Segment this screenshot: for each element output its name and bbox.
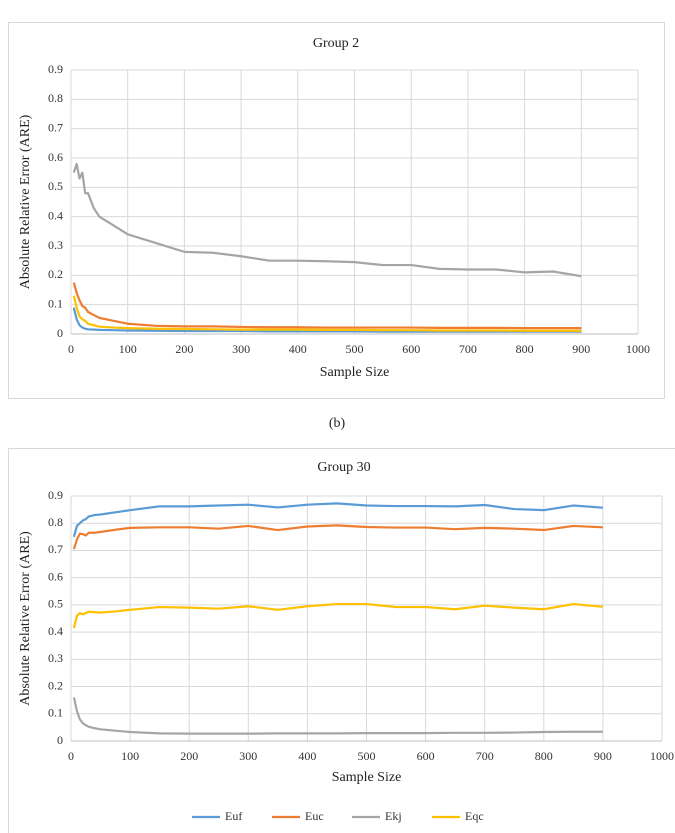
chart-title: Group 30 <box>317 460 370 475</box>
caption: (b) <box>329 416 346 431</box>
x-tick-label: 800 <box>516 342 534 356</box>
x-tick-label: 900 <box>594 749 612 763</box>
chart-frame <box>8 22 665 399</box>
x-tick-label: 600 <box>402 342 420 356</box>
x-tick-label: 200 <box>175 342 193 356</box>
x-tick-label: 300 <box>239 749 257 763</box>
y-tick-label: 0.8 <box>48 515 63 529</box>
y-tick-label: 0.6 <box>48 150 63 164</box>
y-tick-label: 0.1 <box>48 706 63 720</box>
x-tick-label: 0 <box>68 342 74 356</box>
x-tick-label: 600 <box>417 749 435 763</box>
y-tick-label: 0 <box>57 326 63 340</box>
y-tick-label: 0.6 <box>48 569 63 583</box>
x-tick-label: 700 <box>459 342 477 356</box>
y-tick-label: 0.5 <box>48 179 63 193</box>
legend-label: Eqc <box>465 809 484 823</box>
y-tick-label: 0 <box>57 733 63 747</box>
y-tick-label: 0.7 <box>48 542 63 556</box>
y-tick-label: 0.2 <box>48 267 63 281</box>
line-series <box>72 602 604 629</box>
line-series <box>72 697 603 735</box>
line-series <box>72 307 582 333</box>
chart-title: Group 2 <box>313 36 359 51</box>
x-tick-label: 1000 <box>650 749 674 763</box>
line-series <box>72 295 582 332</box>
y-tick-label: 0.9 <box>48 62 63 76</box>
y-axis-title: Absolute Relative Error (ARE) <box>18 114 33 289</box>
x-axis-title: Sample Size <box>332 770 402 785</box>
x-tick-label: 0 <box>68 749 74 763</box>
x-tick-label: 100 <box>119 342 137 356</box>
x-tick-label: 800 <box>535 749 553 763</box>
x-tick-label: 500 <box>346 342 364 356</box>
y-tick-label: 0.3 <box>48 651 63 665</box>
x-tick-label: 200 <box>180 749 198 763</box>
x-tick-label: 900 <box>572 342 590 356</box>
x-tick-label: 500 <box>358 749 376 763</box>
legend-label: Euc <box>305 809 324 823</box>
y-tick-label: 0.2 <box>48 678 63 692</box>
x-tick-label: 400 <box>289 342 307 356</box>
y-tick-label: 0.4 <box>48 208 63 222</box>
x-tick-label: 700 <box>476 749 494 763</box>
line-series <box>72 162 582 278</box>
x-axis-title: Sample Size <box>320 365 390 380</box>
line-series <box>72 502 603 538</box>
line-series <box>72 282 582 330</box>
y-tick-label: 0.8 <box>48 91 63 105</box>
line-series <box>72 524 603 550</box>
x-tick-label: 100 <box>121 749 139 763</box>
x-tick-label: 400 <box>298 749 316 763</box>
x-tick-label: 1000 <box>626 342 650 356</box>
y-tick-label: 0.3 <box>48 238 63 252</box>
y-axis-title: Absolute Relative Error (ARE) <box>18 531 33 706</box>
y-tick-label: 0.5 <box>48 597 63 611</box>
legend-label: Ekj <box>385 809 402 823</box>
legend-label: Euf <box>225 809 242 823</box>
y-tick-label: 0.4 <box>48 624 63 638</box>
y-tick-label: 0.9 <box>48 488 63 502</box>
x-tick-label: 300 <box>232 342 250 356</box>
y-tick-label: 0.7 <box>48 120 63 134</box>
y-tick-label: 0.1 <box>48 296 63 310</box>
